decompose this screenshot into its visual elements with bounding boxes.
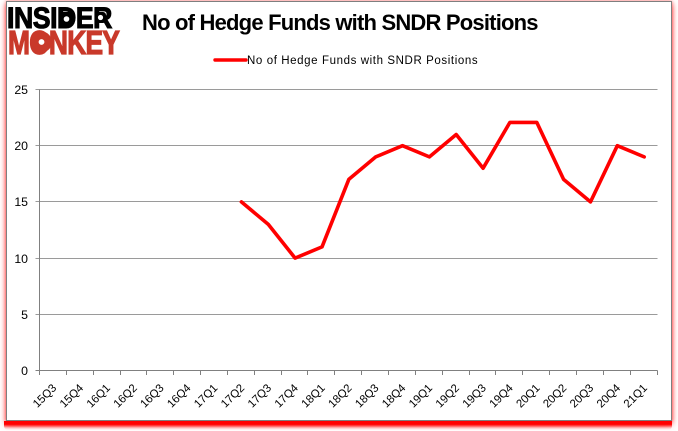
svg-text:20Q4: 20Q4 (595, 382, 623, 410)
svg-text:17Q1: 17Q1 (192, 382, 220, 410)
svg-text:18Q4: 18Q4 (380, 382, 408, 410)
svg-text:5: 5 (21, 308, 28, 322)
svg-text:16Q4: 16Q4 (165, 382, 193, 410)
svg-text:19Q1: 19Q1 (407, 382, 435, 410)
svg-text:20: 20 (14, 139, 28, 153)
svg-text:16Q1: 16Q1 (85, 382, 113, 410)
svg-text:17Q3: 17Q3 (246, 382, 274, 410)
svg-text:19Q3: 19Q3 (461, 382, 489, 410)
svg-text:20Q1: 20Q1 (514, 382, 542, 410)
svg-text:10: 10 (14, 252, 28, 266)
svg-text:19Q4: 19Q4 (488, 382, 516, 410)
svg-text:17Q4: 17Q4 (273, 382, 301, 410)
svg-text:20Q2: 20Q2 (541, 382, 569, 410)
svg-text:15Q3: 15Q3 (31, 382, 59, 410)
svg-text:15: 15 (14, 195, 28, 209)
svg-text:17Q2: 17Q2 (219, 382, 247, 410)
svg-text:0: 0 (21, 364, 28, 378)
svg-text:25: 25 (14, 83, 28, 97)
svg-text:18Q2: 18Q2 (326, 382, 354, 410)
svg-text:15Q4: 15Q4 (58, 382, 86, 410)
svg-text:18Q3: 18Q3 (353, 382, 381, 410)
svg-text:19Q2: 19Q2 (434, 382, 462, 410)
svg-text:16Q2: 16Q2 (112, 382, 140, 410)
svg-text:20Q3: 20Q3 (568, 382, 596, 410)
svg-text:21Q1: 21Q1 (622, 382, 650, 410)
svg-text:18Q1: 18Q1 (300, 382, 328, 410)
svg-text:16Q3: 16Q3 (138, 382, 166, 410)
